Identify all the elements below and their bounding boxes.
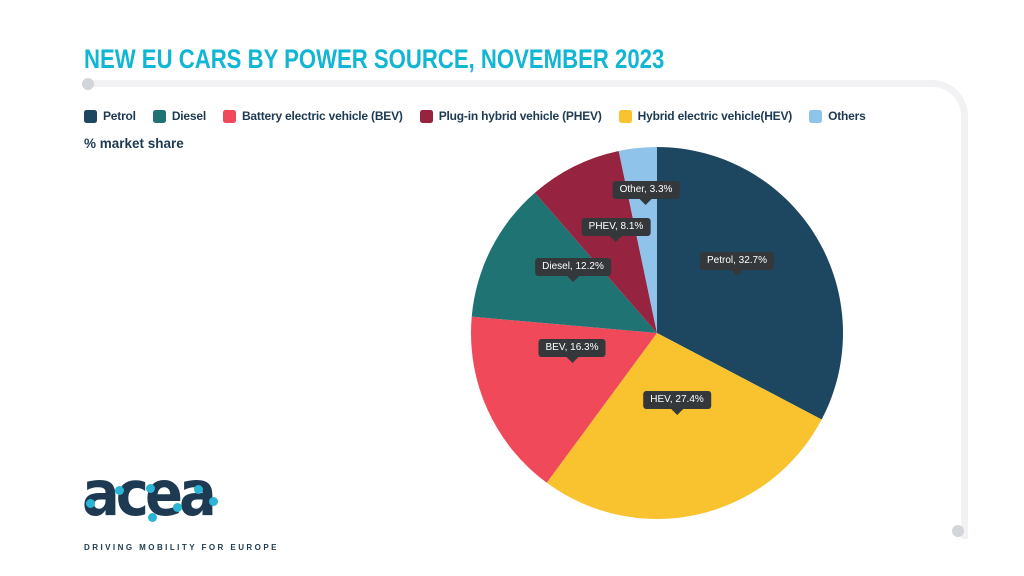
legend-swatch-petrol [84,109,97,123]
chart-unit-label: % market share [84,136,184,151]
logo-dot [115,486,124,495]
logo-dot [209,497,218,506]
logo-dot [86,499,95,508]
pie-slice-hev [546,333,822,520]
legend-item-bev: Battery electric vehicle (BEV) [222,109,403,123]
legend-item-phev: Plug-in hybrid vehicle (PHEV) [419,109,602,123]
legend-swatch-phev [419,109,433,123]
pie-label-other: Other, 3.3% [612,181,680,199]
pie-slice-petrol [657,147,843,420]
legend-label: Battery electric vehicle (BEV) [241,109,403,123]
pie-label-bev: BEV, 16.3% [538,339,606,357]
acea-wordmark: acea [82,458,217,531]
legend-swatch-others [809,109,823,123]
pie-label-diesel: Diesel, 12.2% [535,258,611,276]
legend-label: Diesel [171,109,206,123]
logo-dot [146,484,155,493]
legend-item-diesel: Diesel [152,109,206,123]
frame-end-dot [952,525,964,537]
pie-slice-bev [471,316,657,483]
legend-item-petrol: Petrol [84,109,136,123]
logo-dot [173,503,182,512]
frame-start-dot [82,78,94,90]
legend-label: Hybrid electric vehicle(HEV) [637,109,793,123]
pie-label-phev: PHEV, 8.1% [581,218,651,236]
legend-swatch-diesel [152,109,166,123]
legend-label: Others [828,109,866,123]
legend-swatch-bev [222,109,236,123]
legend-item-hev: Hybrid electric vehicle(HEV) [618,109,793,123]
pie-label-petrol: Petrol, 32.7% [699,252,775,270]
page-title: NEW EU CARS BY POWER SOURCE, NOVEMBER 20… [84,44,665,74]
acea-tagline: DRIVING MOBILITY FOR EUROPE [84,543,279,552]
legend-swatch-hev [618,109,632,123]
acea-logo: acea DRIVING MOBILITY FOR EUROPE [82,458,276,557]
pie-label-hev: HEV, 27.4% [643,391,711,409]
logo-dot [148,513,157,522]
chart-legend: Petrol Diesel Battery electric vehicle (… [84,109,866,123]
legend-item-others: Others [809,109,866,123]
decorative-frame-line [86,80,968,539]
logo-dot [194,485,203,494]
legend-label: Petrol [103,109,136,123]
legend-label: Plug-in hybrid vehicle (PHEV) [438,109,602,123]
